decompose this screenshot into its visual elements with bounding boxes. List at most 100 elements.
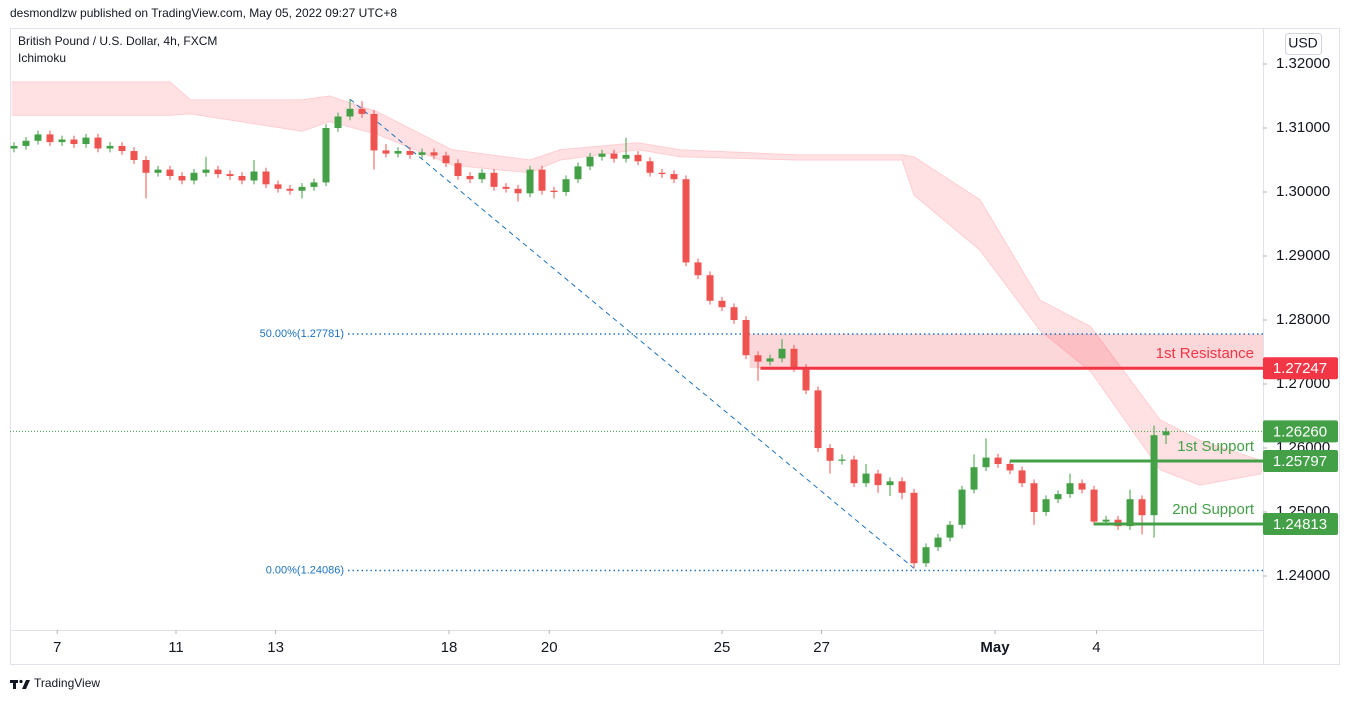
candle-body — [310, 182, 318, 187]
y-tick-label: 1.27000 — [1276, 375, 1330, 392]
candle-body — [706, 275, 714, 301]
candle-body — [802, 368, 810, 391]
candle-body — [286, 188, 294, 191]
x-tick-label: 27 — [813, 639, 830, 656]
candle-body — [838, 459, 846, 461]
candle-body — [646, 161, 654, 173]
level-label: 1st Support — [1177, 438, 1255, 455]
y-tick-label: 1.31000 — [1276, 119, 1330, 136]
candle-body — [1042, 499, 1050, 513]
candle-body — [10, 145, 18, 149]
candle-body — [874, 473, 882, 486]
candle-body — [238, 176, 246, 181]
candle-body — [670, 174, 678, 180]
candle-body — [1150, 435, 1158, 516]
price-tag — [1263, 357, 1338, 380]
candle-body — [1066, 483, 1074, 495]
frame — [10, 28, 1340, 665]
candle-body — [250, 171, 258, 181]
candle-body — [682, 179, 690, 263]
candle-body — [94, 137, 102, 149]
candle-body — [550, 190, 558, 193]
x-tick-label: 4 — [1092, 639, 1100, 656]
candle-body — [718, 300, 726, 308]
currency-box[interactable] — [1285, 33, 1322, 55]
level-label: 2nd Support — [1172, 501, 1255, 518]
price-tag-label: 1.25797 — [1273, 453, 1327, 470]
candle-body — [382, 150, 390, 154]
candle-body — [1138, 499, 1146, 516]
candle-body — [538, 169, 546, 191]
candle-body — [46, 134, 54, 143]
candle-body — [1102, 519, 1110, 522]
logo — [10, 679, 30, 689]
level-label: 1st Resistance — [1156, 345, 1254, 362]
candle-body — [466, 176, 474, 180]
candle-body — [34, 134, 42, 141]
y-tick-label: 1.30000 — [1276, 183, 1330, 200]
candle-body — [418, 152, 426, 155]
candle-body — [934, 537, 942, 548]
candle-body — [226, 174, 234, 177]
candle-body — [1126, 499, 1134, 527]
x-tick-label: 13 — [267, 639, 284, 656]
candle-body — [58, 139, 66, 143]
price-tag — [1263, 420, 1338, 443]
candle-body — [886, 481, 894, 486]
candle-body — [106, 145, 114, 149]
candle-body — [406, 151, 414, 155]
chart-title: British Pound / U.S. Dollar, 4h, FXCM — [18, 34, 217, 48]
cloud-lower — [11, 113, 1263, 486]
candle-body — [370, 113, 378, 151]
footer-brand: TradingView — [34, 676, 100, 690]
candle-body — [910, 492, 918, 564]
candle-body — [298, 186, 306, 191]
x-tick-label: May — [980, 639, 1010, 656]
candle-body — [22, 140, 30, 146]
candle-body — [82, 137, 90, 145]
candle-body — [130, 151, 138, 161]
header: desmondlzw published on TradingView.com,… — [10, 6, 397, 20]
candle-body — [778, 348, 786, 359]
candle-body — [442, 155, 450, 164]
candle-body — [202, 169, 210, 173]
candle-body — [898, 481, 906, 493]
candle-body — [562, 179, 570, 193]
candle-body — [598, 153, 606, 157]
fib-label: 50.00%(1.27781) — [260, 328, 344, 340]
y-tick-label: 1.29000 — [1276, 247, 1330, 264]
candle-body — [994, 457, 1002, 465]
candle-body — [958, 489, 966, 525]
x-tick-label: 7 — [53, 639, 61, 656]
candle-body — [1030, 483, 1038, 513]
candle-body — [334, 116, 342, 129]
candle-body — [814, 390, 822, 449]
price-tag-label: 1.26260 — [1273, 423, 1327, 440]
candle-body — [1054, 494, 1062, 500]
candle-body — [526, 169, 534, 194]
candle-body — [142, 160, 150, 173]
currency[interactable]: USD — [1288, 35, 1318, 51]
x-tick-label: 18 — [441, 639, 458, 656]
y-tick-label: 1.24000 — [1276, 567, 1330, 584]
candle-body — [430, 152, 438, 156]
price-tag-label: 1.24813 — [1273, 516, 1327, 533]
candle-body — [1018, 470, 1026, 484]
candle-body — [214, 169, 222, 175]
candle-body — [574, 166, 582, 180]
price-tag — [1263, 512, 1338, 535]
candle-body — [790, 348, 798, 369]
candle-body — [478, 172, 486, 180]
candle-body — [358, 108, 366, 114]
resistance-zone — [749, 334, 1263, 369]
plot — [10, 81, 1263, 572]
candle-body — [586, 156, 594, 167]
candle-body — [730, 307, 738, 321]
candle-body — [742, 320, 750, 356]
candle-body — [166, 169, 174, 177]
candle-body — [1090, 489, 1098, 522]
candle-body — [262, 171, 270, 185]
candle-body — [190, 172, 198, 181]
